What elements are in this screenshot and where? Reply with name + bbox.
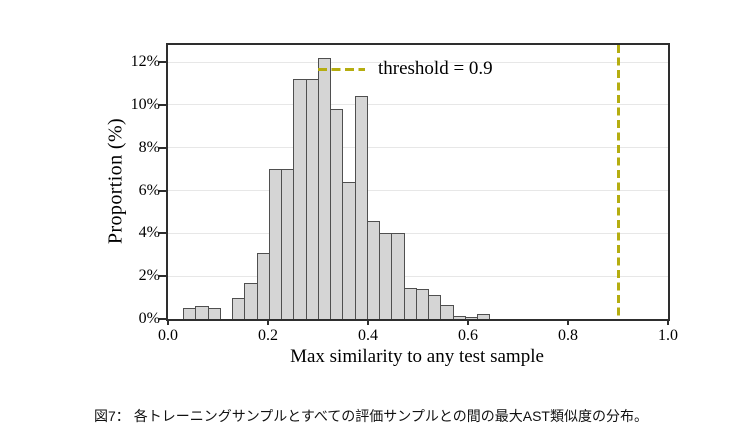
legend-label: threshold = 0.9 [378, 58, 493, 79]
histogram-bar [477, 314, 490, 319]
x-tick-label: 0.0 [158, 327, 178, 344]
x-tick-mark [467, 319, 469, 325]
x-tick-mark [267, 319, 269, 325]
gridline [168, 61, 668, 63]
plot-area: threshold = 0.9 [166, 43, 670, 321]
y-tick-mark [159, 103, 166, 106]
histogram-bar [355, 96, 368, 319]
figure-caption: 図7： 各トレーニングサンプルとすべての評価サンプルとの間の最大AST類似度の分… [94, 408, 648, 424]
histogram-bar [391, 233, 405, 319]
x-tick-label: 0.6 [458, 327, 478, 344]
y-tick-label: 12% [130, 53, 160, 71]
x-tick-mark [667, 319, 669, 325]
threshold-dashed-line-icon [318, 67, 365, 71]
legend: threshold = 0.9 [318, 58, 493, 80]
gridline [168, 275, 668, 277]
histogram-bar [208, 308, 221, 319]
y-tick-mark [159, 232, 166, 235]
y-tick-label: 6% [138, 181, 160, 199]
y-tick-label: 2% [138, 267, 160, 285]
y-tick-label: 10% [130, 95, 160, 113]
x-tick-mark [567, 319, 569, 325]
gridline [168, 104, 668, 106]
threshold-line [616, 45, 620, 319]
y-tick-label: 4% [138, 224, 160, 242]
x-tick-mark [167, 319, 169, 325]
x-tick-mark [367, 319, 369, 325]
histogram-bar [440, 305, 454, 319]
y-tick-mark [159, 275, 166, 278]
x-tick-label: 1.0 [658, 327, 678, 344]
gridline [168, 232, 668, 234]
x-axis-title: Max similarity to any test sample [290, 346, 544, 367]
y-tick-label: 0% [138, 310, 160, 327]
histogram-bar [244, 283, 258, 319]
gridline [168, 147, 668, 149]
x-tick-label: 0.8 [558, 327, 578, 344]
y-tick-mark [159, 146, 166, 149]
histogram-bar [293, 79, 307, 319]
histogram-bar [342, 182, 356, 319]
gridline [168, 190, 668, 192]
y-tick-label: 8% [138, 138, 160, 156]
x-tick-label: 0.2 [258, 327, 278, 344]
y-tick-mark [159, 61, 166, 64]
y-tick-mark [159, 189, 166, 192]
y-tick-mark [159, 318, 166, 320]
x-tick-label: 0.4 [358, 327, 378, 344]
histogram-bar [195, 306, 209, 319]
